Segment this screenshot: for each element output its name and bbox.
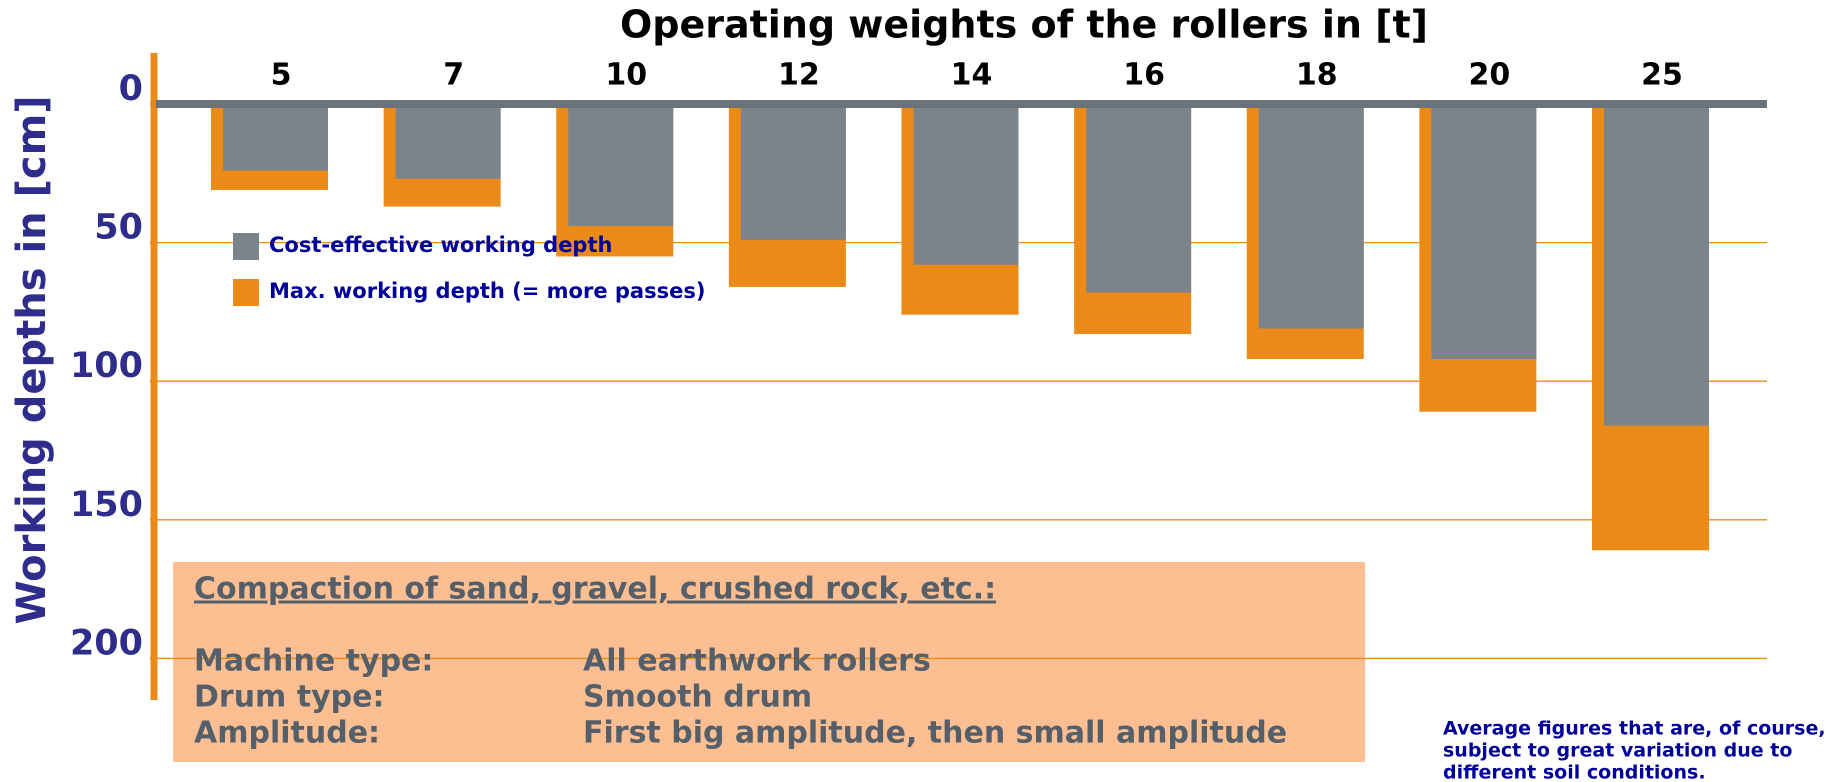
legend-label: Cost-effective working depth xyxy=(269,233,612,257)
info-box xyxy=(173,562,1365,762)
x-tick-label: 5 xyxy=(271,58,292,93)
x-tick-label: 10 xyxy=(605,58,647,93)
info-label: Drum type: xyxy=(194,680,384,715)
bar-cost xyxy=(1086,104,1192,293)
bar-cost xyxy=(1258,104,1364,329)
chart-title: Operating weights of the rollers in [t] xyxy=(620,3,1428,47)
note-line: Average figures that are, of course, xyxy=(1443,718,1826,740)
legend-label: Max. working depth (= more passes) xyxy=(269,279,705,303)
note-line: subject to great variation due to xyxy=(1443,740,1792,762)
y-tick-label: 200 xyxy=(70,623,143,663)
info-value: All earthwork rollers xyxy=(583,644,931,679)
y-axis-title: Working depths in [cm] xyxy=(9,95,55,624)
x-tick-label: 16 xyxy=(1123,58,1165,93)
info-value: Smooth drum xyxy=(583,680,812,715)
bar-cost xyxy=(1604,104,1709,426)
y-tick-label: 50 xyxy=(94,208,143,248)
bar-cost xyxy=(395,104,501,179)
y-tick-label: 0 xyxy=(119,69,143,109)
legend-swatch xyxy=(233,233,259,260)
bar-cost xyxy=(568,104,674,226)
info-value: First big amplitude, then small amplitud… xyxy=(583,716,1287,751)
x-tick-label: 14 xyxy=(951,58,993,93)
info-heading: Compaction of sand, gravel, crushed rock… xyxy=(194,572,996,607)
bar-cost xyxy=(740,104,846,240)
bar-cost xyxy=(913,104,1019,265)
bar-cost xyxy=(1431,104,1537,360)
y-tick-label: 100 xyxy=(70,346,143,386)
x-tick-label: 12 xyxy=(778,58,820,93)
y-tick-label: 150 xyxy=(70,485,143,525)
x-tick-label: 7 xyxy=(443,58,464,93)
x-tick-label: 25 xyxy=(1641,58,1683,93)
info-label: Machine type: xyxy=(194,644,433,679)
info-label: Amplitude: xyxy=(194,716,380,751)
note-line: different soil conditions. xyxy=(1443,762,1706,782)
x-tick-label: 20 xyxy=(1469,58,1511,93)
bar-cost xyxy=(223,104,328,171)
x-tick-label: 18 xyxy=(1296,58,1338,93)
legend-swatch xyxy=(233,279,259,306)
